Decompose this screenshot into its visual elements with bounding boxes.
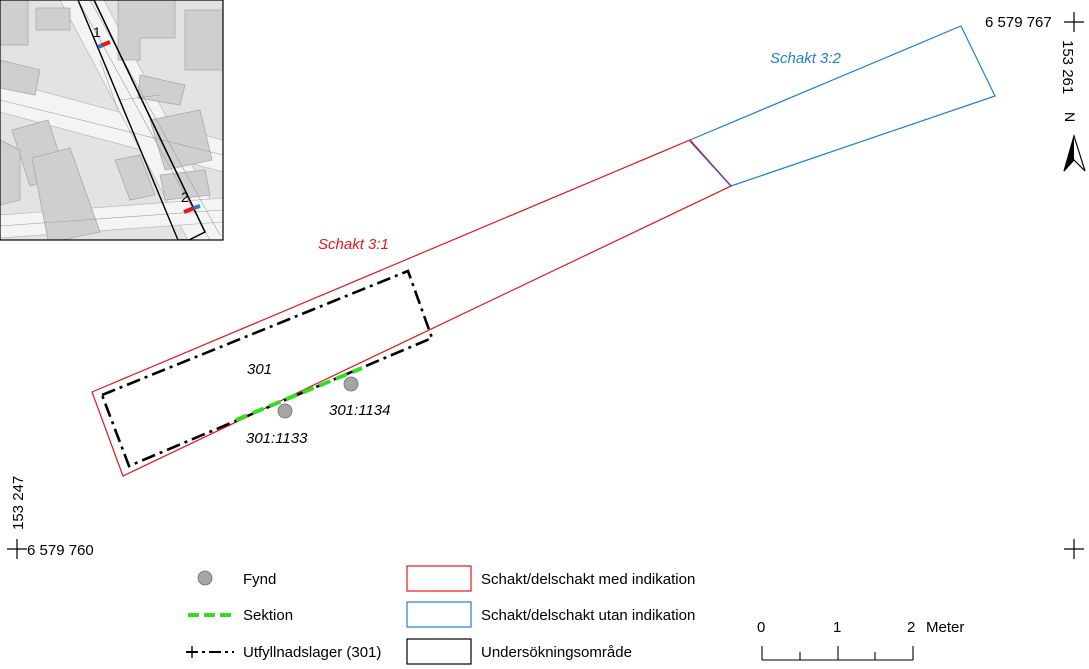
find-301-1134 [343, 376, 359, 392]
inset-marker-2: 2 [181, 189, 189, 205]
north-arrow-label: N [1062, 112, 1078, 122]
black-box-icon [406, 638, 472, 665]
legend-label-undersokningsomrade: Undersökningsområde [481, 644, 632, 661]
legend-label-sektion: Sektion [243, 607, 293, 624]
section-line [235, 366, 363, 422]
legend: Fynd Sektion Utfyllnadslager (301) Schak… [186, 565, 695, 665]
label-schakt-3-1: Schakt 3:1 [318, 236, 389, 253]
north-arrow: N [1062, 112, 1086, 172]
legend-label-utan-indikation: Schakt/delschakt utan indikation [481, 607, 695, 624]
coordinate-crosses [7, 12, 1084, 559]
find-301-1133 [277, 403, 293, 419]
red-box-icon [406, 565, 472, 592]
legend-label-fynd: Fynd [243, 571, 276, 588]
label-layer-301: 301 [247, 361, 272, 378]
coord-bottom-left-northing: 6 579 760 [27, 542, 94, 559]
inset-marker-1: 1 [93, 24, 101, 40]
blue-box-icon [406, 601, 472, 628]
fill-layer-301-outline [100, 269, 434, 468]
label-schakt-3-2: Schakt 3:2 [770, 50, 842, 67]
inset-map: 1 2 [0, 0, 224, 241]
coord-top-right-easting: 153 261 [1059, 40, 1076, 94]
fill-layer-line-icon [186, 646, 234, 658]
legend-label-utfyllnadslager: Utfyllnadslager (301) [243, 644, 381, 661]
trench-3-2-outline [688, 25, 996, 187]
scale-bar: 0 1 2 Meter [757, 619, 964, 661]
scale-tick-0: 0 [757, 619, 765, 636]
scale-unit: Meter [926, 619, 964, 636]
coord-top-right-northing: 6 579 767 [985, 14, 1052, 31]
label-find-301-1134: 301:1134 [329, 402, 390, 419]
scale-tick-2: 2 [907, 619, 915, 636]
coord-bottom-left-easting: 153 247 [10, 476, 27, 530]
label-find-301-1133: 301:1133 [246, 430, 308, 447]
legend-label-med-indikation: Schakt/delschakt med indikation [481, 571, 695, 588]
scale-tick-1: 1 [833, 619, 841, 636]
find-circle-icon [197, 570, 213, 586]
